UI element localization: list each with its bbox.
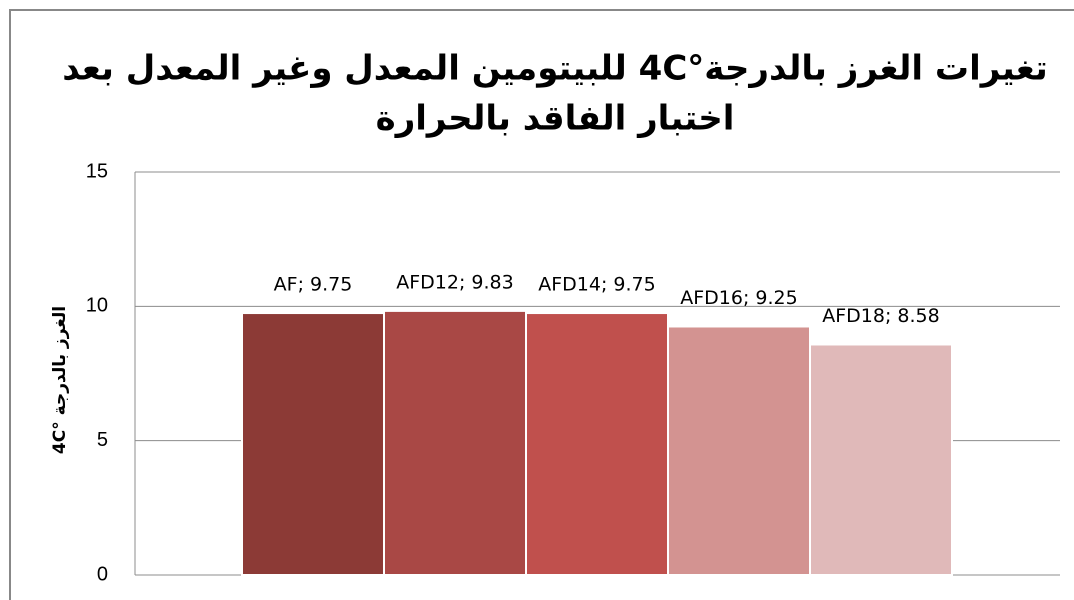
data-label: AFD12; 9.83	[396, 271, 513, 293]
y-axis-label: الغرز بالدرجة °4C	[50, 306, 70, 454]
data-label: AFD14; 9.75	[538, 274, 655, 296]
y-tick-label: 0	[97, 563, 108, 585]
data-label: AF; 9.75	[274, 274, 353, 296]
bar	[241, 312, 385, 576]
bar	[667, 325, 811, 576]
bar	[383, 309, 527, 576]
data-label: AFD18; 8.58	[822, 305, 939, 327]
bar	[809, 343, 953, 577]
y-tick-label: 15	[86, 160, 108, 182]
chart-title: تغيرات الغرز بالدرجة°4C للبيتومين المعدل…	[62, 49, 1047, 89]
bar	[525, 312, 669, 576]
data-label: AFD16; 9.25	[680, 287, 797, 309]
y-tick-label: 5	[97, 429, 108, 451]
y-tick-label: 10	[86, 295, 108, 317]
chart-title: اختبار الفاقد بالحرارة	[376, 99, 735, 139]
